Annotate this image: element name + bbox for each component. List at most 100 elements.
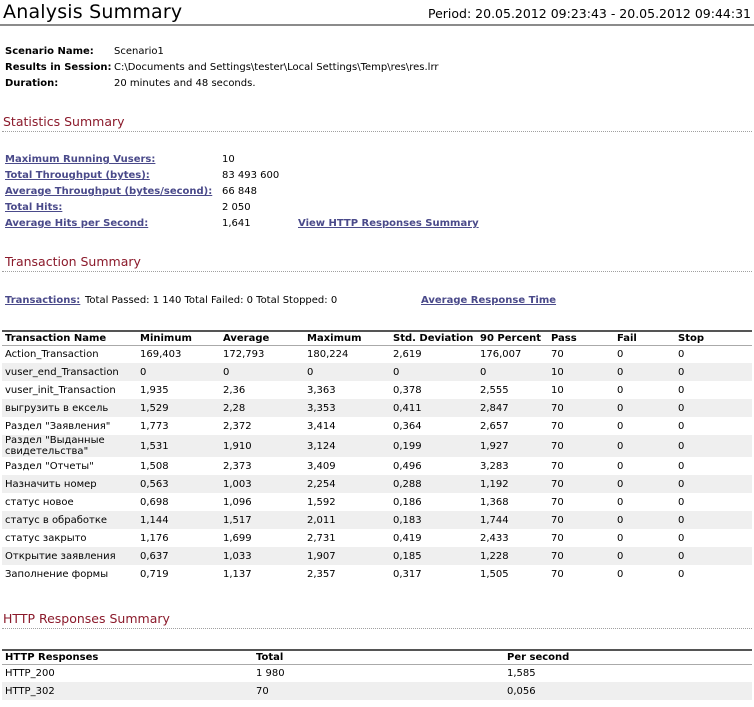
table-row: vuser_end_Transaction 0 0 0 0 0 10 0 0 [2, 363, 752, 381]
table-cell: 0 [614, 511, 675, 529]
table-cell: Раздел "Отчеты" [2, 457, 137, 475]
table-cell: 1,505 [477, 565, 548, 583]
table-cell: 0 [675, 529, 752, 547]
average-throughput-link[interactable]: Average Throughput (bytes/second): [5, 186, 213, 197]
table-cell: Открытие заявления [2, 547, 137, 565]
table-cell: 0,288 [390, 475, 477, 493]
col-pass: Pass [548, 330, 614, 346]
table-cell: статус новое [2, 493, 137, 511]
transactions-link[interactable]: Transactions: [5, 295, 81, 306]
table-cell: 2,847 [477, 399, 548, 417]
table-cell: 2,357 [304, 565, 390, 583]
table-cell: 0,056 [504, 682, 752, 700]
table-cell: 0 [675, 565, 752, 583]
table-cell: 0,183 [390, 511, 477, 529]
table-cell: 3,124 [304, 435, 390, 457]
table-cell: Заполнение формы [2, 565, 137, 583]
table-cell: 70 [548, 493, 614, 511]
table-cell: 0 [675, 399, 752, 417]
session-label: Results in Session: [5, 62, 112, 73]
table-row: Action_Transaction 169,403 172,793 180,224 2… [2, 345, 752, 363]
table-row: статус закрыто 1,176 1,699 2,731 0,419 2,433 7… [2, 529, 752, 547]
table-cell: 2,372 [220, 417, 304, 435]
table-cell: 0 [675, 511, 752, 529]
table-cell: 0 [675, 547, 752, 565]
table-cell: 0,378 [390, 381, 477, 399]
table-cell: 70 [548, 511, 614, 529]
col-maximum: Maximum [304, 330, 390, 346]
table-cell: 0,698 [137, 493, 220, 511]
duration-label: Duration: [5, 78, 59, 89]
table-row: выгрузить в ексель 1,529 2,28 3,353 0,411 2,8… [2, 399, 752, 417]
col-fail: Fail [614, 330, 675, 346]
table-cell: 0 [614, 547, 675, 565]
table-cell: 1,744 [477, 511, 548, 529]
table-cell: 0 [614, 457, 675, 475]
average-response-time-link[interactable]: Average Response Time [421, 295, 557, 306]
table-cell: 0 [675, 475, 752, 493]
table-cell: 0 [614, 565, 675, 583]
col-std-deviation: Std. Deviation [390, 330, 477, 346]
table-cell: 70 [548, 547, 614, 565]
table-cell: 2,011 [304, 511, 390, 529]
table-row: Назначить номер 0,563 1,003 2,254 0,288 1,192… [2, 475, 752, 493]
average-hits-value: 1,641 [222, 218, 251, 229]
table-cell: 0 [614, 399, 675, 417]
table-cell: 0 [614, 417, 675, 435]
table-cell: 0 [390, 363, 477, 381]
table-cell: 1,176 [137, 529, 220, 547]
table-cell: HTTP_302 [2, 682, 253, 700]
page-title: Analysis Summary [3, 1, 183, 23]
table-cell: 1,927 [477, 435, 548, 457]
scenario-name-label: Scenario Name: [5, 46, 94, 57]
table-cell: 0,186 [390, 493, 477, 511]
view-http-responses-link[interactable]: View HTTP Responses Summary [298, 218, 479, 229]
table-cell: 1,935 [137, 381, 220, 399]
table-cell: 70 [548, 529, 614, 547]
table-cell: 0,719 [137, 565, 220, 583]
table-cell: 1,144 [137, 511, 220, 529]
max-running-vusers-link[interactable]: Maximum Running Vusers: [5, 154, 156, 165]
total-hits-link[interactable]: Total Hits: [5, 202, 63, 213]
table-cell: 70 [253, 682, 504, 700]
table-cell: статус в обработке [2, 511, 137, 529]
transaction-table: Transaction Name Minimum Average Maximum… [2, 330, 752, 583]
table-cell: 172,793 [220, 345, 304, 363]
table-cell: 70 [548, 565, 614, 583]
table-cell: 0,317 [390, 565, 477, 583]
table-cell: 0,637 [137, 547, 220, 565]
table-cell: 2,36 [220, 381, 304, 399]
table-cell: 0 [675, 363, 752, 381]
table-row: Заполнение формы 0,719 1,137 2,357 0,317 1,50… [2, 565, 752, 583]
total-throughput-link[interactable]: Total Throughput (bytes): [5, 170, 150, 181]
table-cell: 1,033 [220, 547, 304, 565]
table-cell: 1,003 [220, 475, 304, 493]
table-row: HTTP_302 70 0,056 [2, 682, 752, 700]
table-cell: Action_Transaction [2, 345, 137, 363]
table-cell: 0,563 [137, 475, 220, 493]
table-cell: 3,353 [304, 399, 390, 417]
table-cell: 0 [614, 345, 675, 363]
col-http-responses: HTTP Responses [2, 649, 253, 665]
table-cell: 0 [675, 493, 752, 511]
col-average: Average [220, 330, 304, 346]
table-cell: 1,137 [220, 565, 304, 583]
table-cell: 1,368 [477, 493, 548, 511]
table-cell: 0 [304, 363, 390, 381]
table-cell: 1,585 [504, 664, 752, 682]
table-row: Открытие заявления 0,637 1,033 1,907 0,185 1,… [2, 547, 752, 565]
table-cell: 1,517 [220, 511, 304, 529]
table-cell: 0,185 [390, 547, 477, 565]
table-cell: 1,531 [137, 435, 220, 457]
table-cell: 1,529 [137, 399, 220, 417]
session-value: C:\Documents and Settings\tester\Local S… [114, 62, 439, 73]
table-cell: 2,28 [220, 399, 304, 417]
http-table-header: HTTP Responses Total Per second [2, 649, 752, 665]
transaction-totals: Total Passed: 1 140 Total Failed: 0 Tota… [85, 295, 338, 306]
table-row: статус новое 0,698 1,096 1,592 0,186 1,368 70 0… [2, 493, 752, 511]
transaction-table-header: Transaction Name Minimum Average Maximum… [2, 330, 752, 346]
table-cell: 180,224 [304, 345, 390, 363]
table-cell: 0 [675, 457, 752, 475]
average-hits-link[interactable]: Average Hits per Second: [5, 218, 149, 229]
transaction-summary-title: Transaction Summary [5, 254, 141, 269]
